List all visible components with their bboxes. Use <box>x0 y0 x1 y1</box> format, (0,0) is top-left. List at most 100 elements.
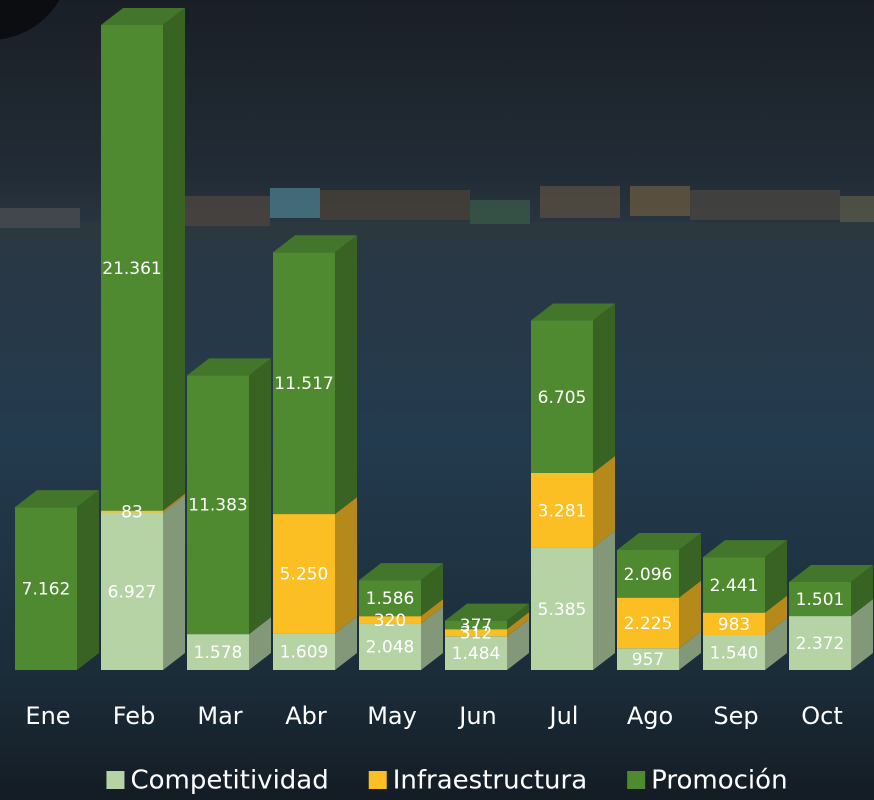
bar-segment <box>187 375 249 635</box>
bar-side <box>507 603 529 630</box>
bar-side <box>679 631 701 670</box>
data-label: 83 <box>121 503 143 523</box>
data-label: 1.586 <box>366 589 415 609</box>
data-label: 3.281 <box>538 501 587 521</box>
data-label: 2.048 <box>366 638 415 658</box>
bar-top <box>789 564 873 582</box>
data-label: 1.540 <box>710 643 759 663</box>
bar-top <box>445 603 529 621</box>
x-tick-label: Sep <box>713 702 758 730</box>
bar-segment <box>273 514 335 634</box>
bar-side <box>593 455 615 548</box>
bar-segment <box>359 623 421 670</box>
legend-swatch <box>627 771 646 789</box>
bar-side <box>335 616 357 670</box>
bar-side <box>335 235 357 515</box>
data-label: 5.385 <box>538 600 587 620</box>
bar-top <box>531 303 615 321</box>
bar-side <box>421 606 443 670</box>
bar-top <box>617 533 701 551</box>
data-label: 377 <box>460 616 492 636</box>
bar-segment <box>101 512 163 670</box>
bar-side <box>77 490 99 670</box>
bar-side <box>163 493 185 513</box>
data-label: 11.517 <box>274 374 333 394</box>
bar-side <box>163 8 185 511</box>
bar-segment <box>359 616 421 624</box>
legend-swatch <box>368 771 387 789</box>
x-tick-label: Feb <box>113 702 156 730</box>
bar-segment <box>445 620 507 630</box>
data-label: 983 <box>718 615 750 635</box>
bar-segment <box>187 634 249 670</box>
bar-side <box>249 617 271 670</box>
bar-side <box>765 617 787 670</box>
data-label: 21.361 <box>102 259 161 279</box>
bar-segment <box>273 633 335 670</box>
x-tick-label: Mar <box>197 702 242 730</box>
x-tick-label: Jul <box>548 702 579 730</box>
data-label: 2.372 <box>796 634 845 654</box>
data-label: 1.501 <box>796 590 845 610</box>
bar-segment <box>789 581 851 617</box>
bar-segment <box>101 510 163 513</box>
legend: Competitividad Infraestructura Promoción <box>106 766 788 796</box>
x-tick-label: Jun <box>457 702 497 730</box>
bar-segment <box>703 557 765 613</box>
bar-segment <box>531 547 593 670</box>
data-label: 2.441 <box>710 576 759 596</box>
bar-side <box>421 563 443 617</box>
data-label: 312 <box>460 624 492 644</box>
shoreline <box>0 186 874 240</box>
bar-segment <box>445 629 507 637</box>
bar-segment <box>101 25 163 511</box>
legend-label: Competitividad <box>130 766 328 796</box>
bar-side <box>593 303 615 473</box>
bar-side <box>421 599 443 624</box>
data-label: 1.578 <box>194 643 243 663</box>
bar-top <box>703 540 787 558</box>
bar-side <box>679 533 701 598</box>
x-tick-label: Abr <box>285 702 327 730</box>
bar-top <box>15 490 99 508</box>
legend-swatch <box>106 771 125 789</box>
x-tick-label: Ago <box>627 702 673 730</box>
bar-segment <box>617 648 679 670</box>
data-label: 2.096 <box>624 565 673 585</box>
data-label: 6.927 <box>108 582 157 602</box>
bar-side <box>765 540 787 613</box>
bar-segment <box>703 634 765 670</box>
data-label: 5.250 <box>280 565 329 585</box>
data-label: 11.383 <box>188 496 247 516</box>
bar-side <box>507 612 529 637</box>
bar-segment <box>445 636 507 670</box>
bar-side <box>679 580 701 649</box>
bar-segment <box>703 612 765 635</box>
bar-side <box>163 495 185 670</box>
x-tick-label: Ene <box>25 702 70 730</box>
data-label: 1.609 <box>280 643 329 663</box>
bar-side <box>765 595 787 635</box>
data-label: 7.162 <box>22 580 71 600</box>
bar-top <box>359 563 443 581</box>
x-tick-label: Oct <box>801 702 843 730</box>
bar-side <box>335 497 357 634</box>
bar-top <box>101 8 185 25</box>
data-label: 1.484 <box>452 644 501 664</box>
legend-label: Infraestructura <box>393 766 587 796</box>
data-label: 6.705 <box>538 388 587 408</box>
x-tick-label: May <box>367 702 417 730</box>
corner-shape <box>0 0 60 40</box>
bar-side <box>507 619 529 670</box>
bar-segment <box>531 472 593 548</box>
legend-label: Promoción <box>651 766 787 796</box>
bar-segment <box>273 252 335 515</box>
bar-segment <box>359 580 421 617</box>
bar-top <box>187 358 271 376</box>
bar-segment <box>531 320 593 473</box>
bar-side <box>851 564 873 617</box>
data-label: 2.225 <box>624 614 673 634</box>
bar-segment <box>617 597 679 649</box>
